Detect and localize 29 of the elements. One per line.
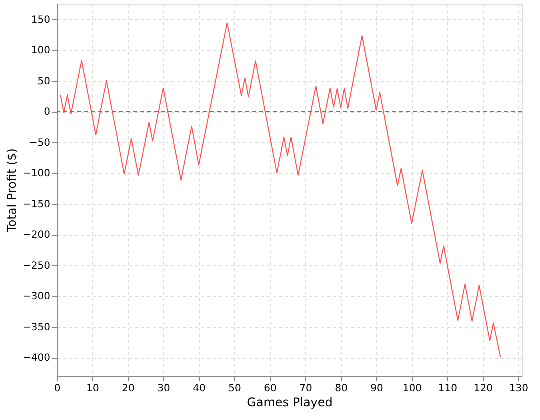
y-tick-label: −150 bbox=[23, 199, 50, 210]
x-axis-title: Games Played bbox=[247, 396, 333, 410]
x-tick-label: 30 bbox=[158, 384, 170, 394]
y-tick-label: 100 bbox=[31, 46, 50, 57]
y-tick-label: −400 bbox=[23, 353, 50, 364]
x-tick-label: 40 bbox=[193, 384, 206, 394]
y-tick-label: −350 bbox=[23, 322, 50, 334]
y-tick-label: −50 bbox=[29, 138, 50, 149]
x-tick-label: 110 bbox=[438, 384, 458, 394]
y-tick-label: 50 bbox=[38, 76, 50, 88]
y-axis-title: Total Profit ($) bbox=[5, 148, 20, 234]
y-tick-label: −100 bbox=[23, 168, 50, 180]
x-tick-label: 10 bbox=[86, 384, 100, 394]
x-tick-label: 90 bbox=[370, 384, 384, 394]
y-tick-label: −250 bbox=[23, 260, 50, 272]
x-tick-label: 0 bbox=[54, 384, 61, 394]
y-tick-label: −200 bbox=[23, 230, 50, 242]
x-tick-label: 20 bbox=[122, 384, 135, 394]
y-tick-label: 150 bbox=[31, 14, 50, 26]
x-tick-label: 80 bbox=[335, 384, 348, 394]
x-tick-label: 70 bbox=[300, 384, 312, 394]
x-tick-label: 50 bbox=[228, 384, 242, 394]
x-tick-label: 100 bbox=[402, 384, 422, 394]
x-tick-label: 130 bbox=[509, 384, 528, 394]
x-tick-label: 120 bbox=[474, 384, 493, 394]
y-tick-label: −300 bbox=[23, 292, 50, 303]
x-tick-label: 60 bbox=[264, 384, 277, 394]
y-tick-label: 0 bbox=[44, 107, 50, 118]
line-series bbox=[60, 22, 502, 358]
